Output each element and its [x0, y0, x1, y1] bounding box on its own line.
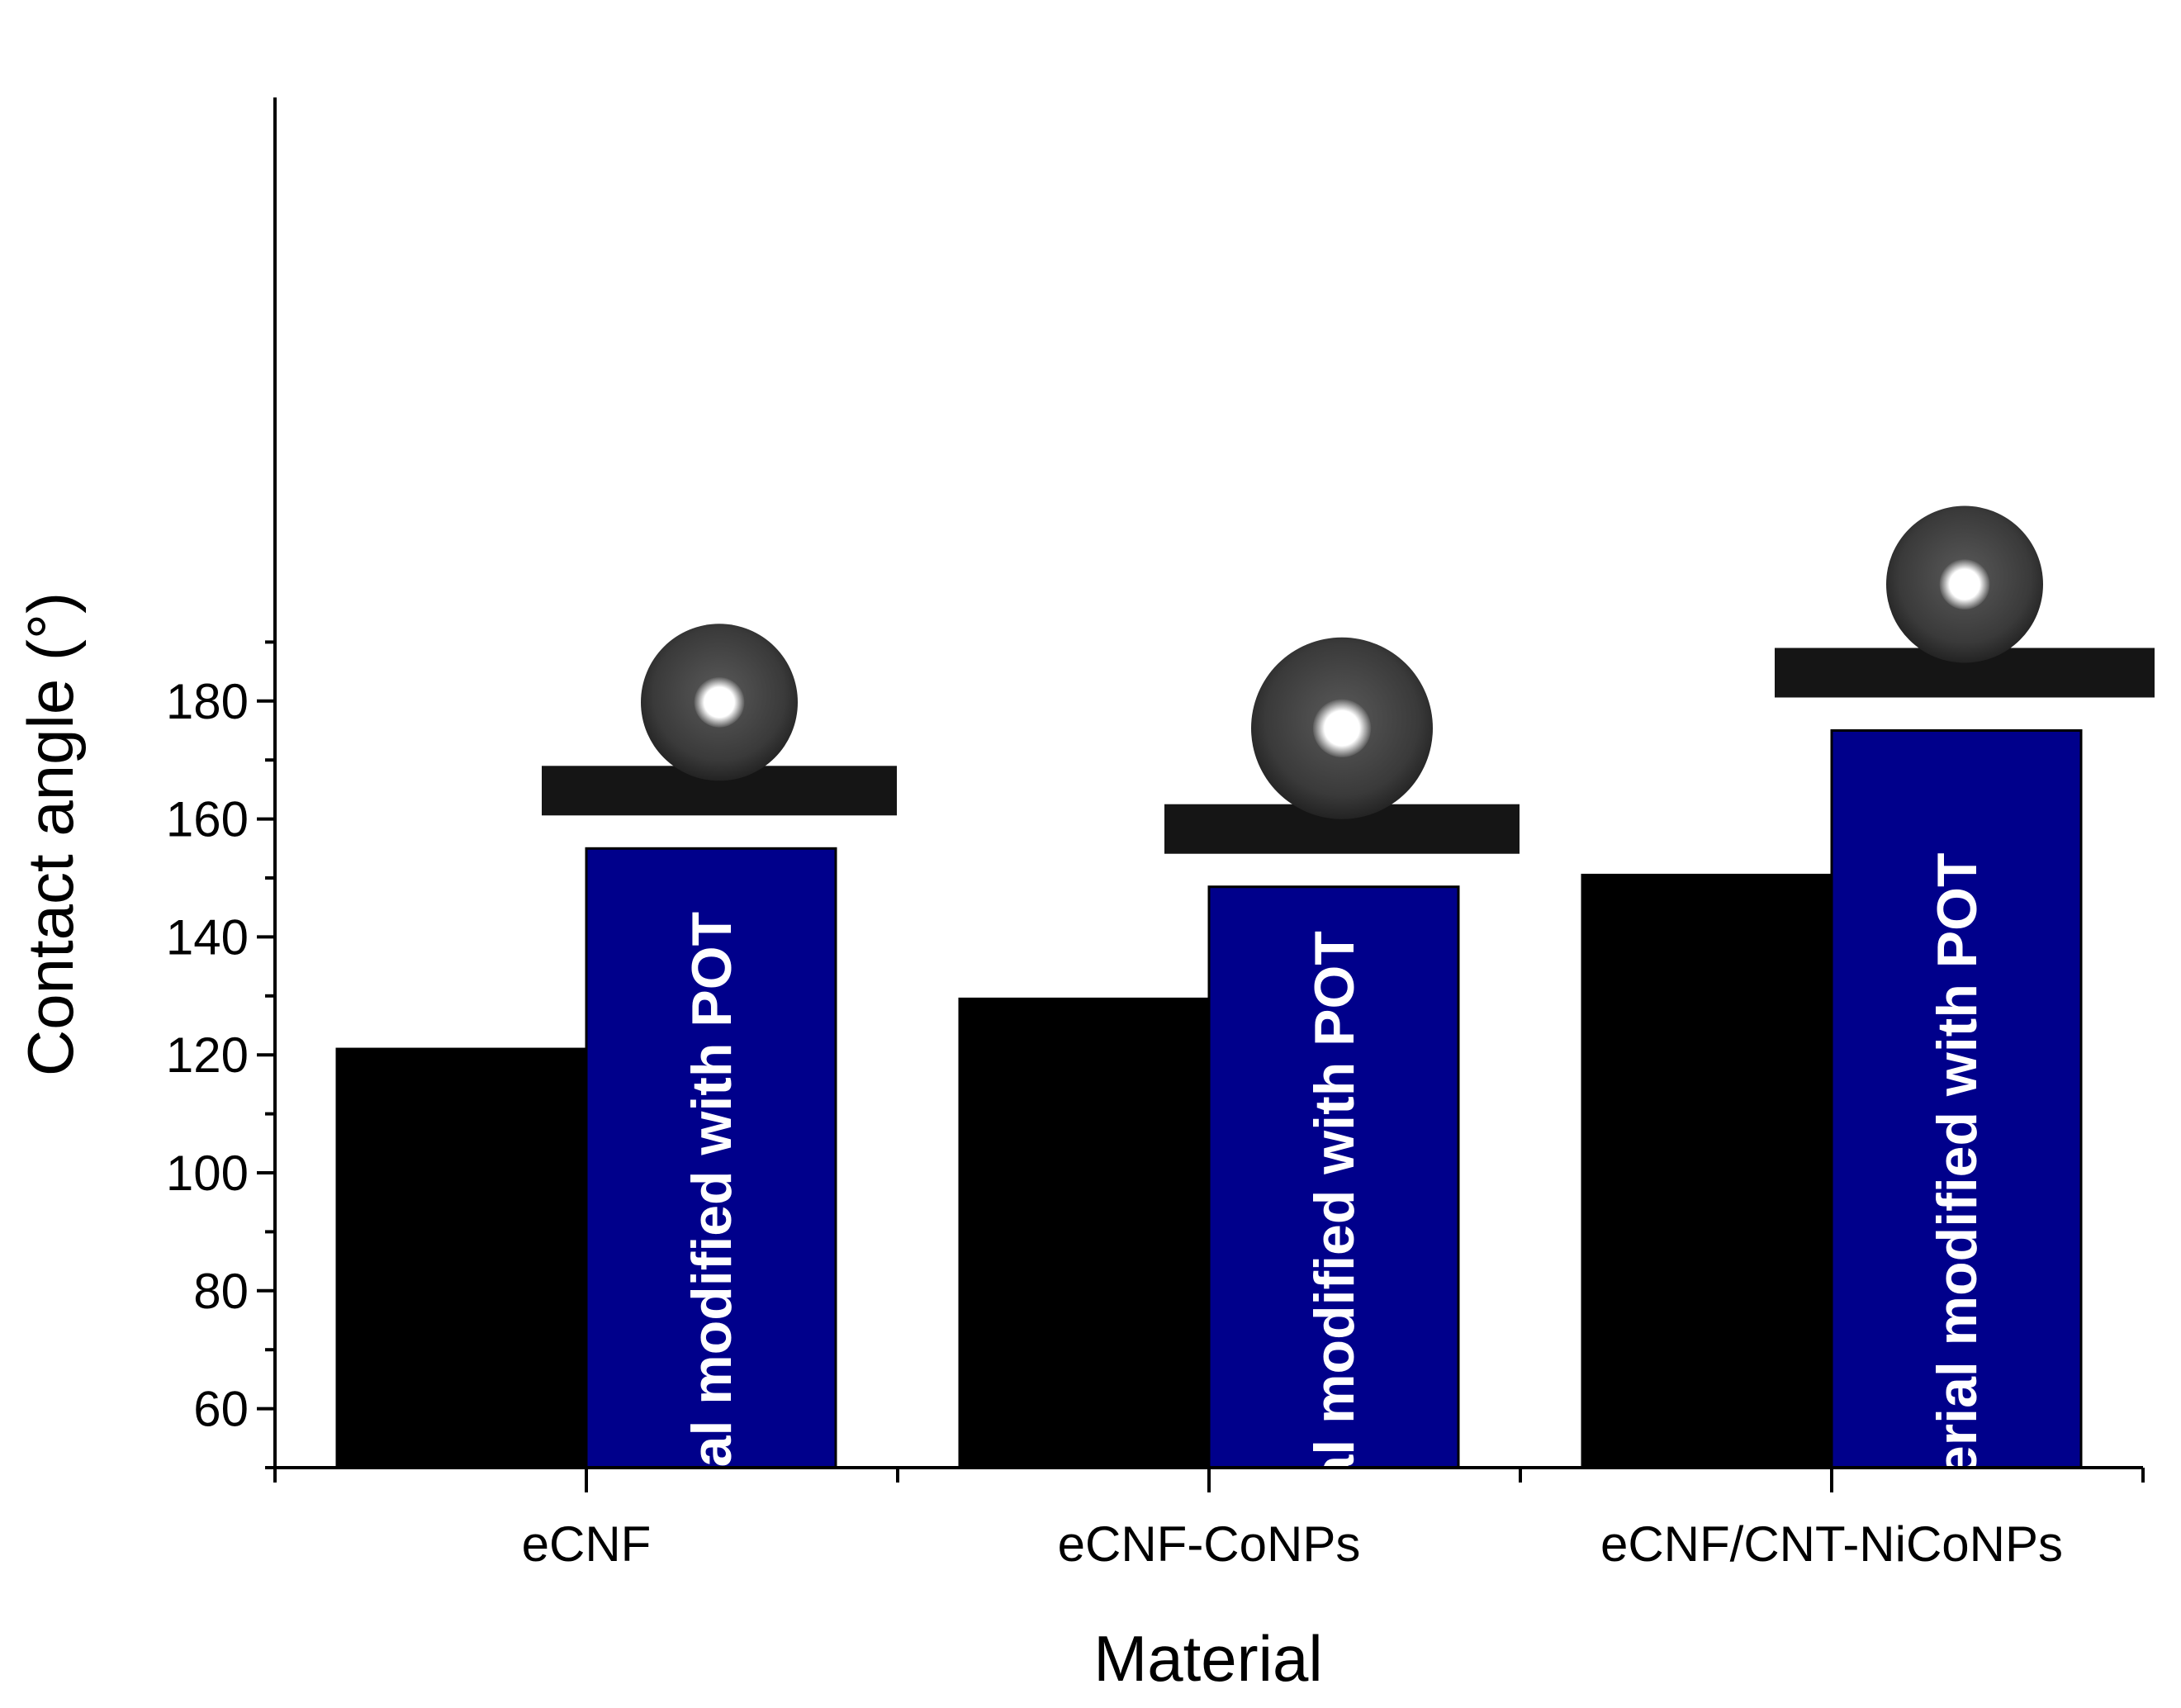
bar-unmodified-2 [1581, 873, 1833, 1469]
x-axis-title: Material [1093, 1622, 1322, 1695]
bar-unmodified-1 [958, 997, 1211, 1469]
bar-modified-2 [1830, 729, 2083, 1469]
droplet-image-2 [1775, 505, 2155, 698]
bar-annotation-2: material modified with POT [1926, 852, 1989, 1577]
x-tick-label: eCNF-CoNPs [1058, 1516, 1361, 1572]
bar-modified-0 [585, 847, 837, 1469]
bar-unmodified-0 [335, 1047, 588, 1469]
bar-annotation-0: material modified with POT [680, 912, 743, 1636]
droplet-image-0 [542, 624, 897, 816]
y-axis-title: Contact angle (°) [14, 592, 87, 1076]
y-tick-label: 160 [166, 792, 249, 847]
droplet-insets [542, 505, 2155, 854]
y-tick-label: 80 [193, 1264, 249, 1319]
droplet-image-1 [1164, 637, 1520, 854]
y-tick-label: 120 [166, 1027, 249, 1083]
axes: eCNF eCNF-CoNPs eCNF/CNT-NiCoNPs 60 80 100 120… [166, 97, 2145, 1572]
bar-modified-1 [1207, 885, 1460, 1469]
bar-annotation-1: material modified with POT [1303, 931, 1366, 1655]
y-tick-label: 180 [166, 674, 249, 729]
y-tick-label: 140 [166, 909, 249, 965]
x-tick-label: eCNF/CNT-NiCoNPs [1600, 1516, 2063, 1572]
y-tick-label: 60 [193, 1382, 249, 1437]
x-tick-label: eCNF [522, 1516, 652, 1572]
bars: material modified with POT material modif… [335, 729, 2083, 1655]
y-tick-label: 100 [166, 1146, 249, 1201]
